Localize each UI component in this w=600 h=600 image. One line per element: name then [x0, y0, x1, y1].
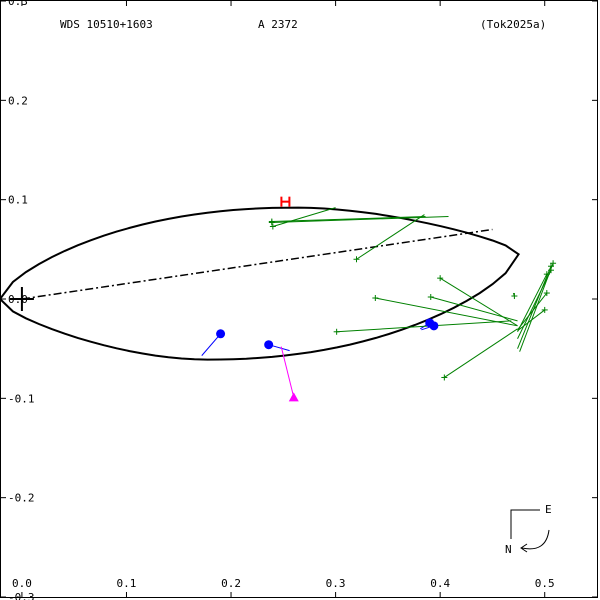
- micrometric-residual-line: [517, 273, 548, 333]
- y-tick-label: 0.1: [8, 194, 28, 207]
- y-tick-label: -0.3: [8, 591, 35, 600]
- gaia-connector: [280, 346, 295, 398]
- x-tick-label: 0.2: [221, 577, 241, 590]
- speckle-point: [216, 329, 226, 339]
- x-tick-label: 0.1: [117, 577, 137, 590]
- header-discoverer: A 2372: [258, 18, 298, 31]
- micrometric-residual-line: [519, 263, 554, 352]
- speckle-point: [429, 321, 439, 331]
- x-tick-label: 0.0: [12, 577, 32, 590]
- orbit-ellipse: [0, 206, 520, 361]
- micrometric-residual-line: [517, 269, 552, 339]
- header-reference: (Tok2025a): [480, 18, 546, 31]
- micrometric-residual-line: [356, 214, 425, 260]
- x-tick-label: 0.3: [326, 577, 346, 590]
- marker-layer: [216, 196, 557, 402]
- y-tick-label: 0.2: [8, 94, 28, 107]
- line-of-nodes: [21, 228, 493, 300]
- header-wds: WDS 10510+1603: [60, 18, 153, 31]
- compass-rose: E N: [505, 503, 552, 556]
- compass-arrow-head: [520, 543, 528, 553]
- micrometric-residual-line: [271, 216, 426, 223]
- compass-east-label: E: [545, 503, 552, 516]
- tick-labels: 0.0 0.1 0.2 0.3 0.4 0.5-0.3-0.2-0.10.00.10.20…: [8, 0, 555, 600]
- compass-axes: [510, 509, 540, 539]
- y-tick-label: 0.3: [8, 0, 28, 8]
- x-tick-label: 0.4: [430, 577, 450, 590]
- y-tick-label: -0.1: [8, 392, 35, 405]
- micrometric-residual-line: [336, 320, 512, 333]
- x-tick-label: 0.5: [535, 577, 555, 590]
- micrometric-residual-line: [439, 277, 518, 327]
- speckle-point: [264, 340, 274, 350]
- micrometric-residual-line: [271, 216, 449, 224]
- compass-north-label: N: [505, 543, 512, 556]
- compass-rotation-arrow: [521, 529, 550, 550]
- micrometric-residual-line: [517, 266, 552, 349]
- speckle-residual-line: [201, 333, 221, 356]
- micrometric-residual-line: [444, 328, 518, 378]
- y-tick-label: -0.2: [8, 492, 35, 505]
- micrometric-residual-line: [375, 297, 518, 327]
- residual-layer: [201, 207, 554, 398]
- orbit-layer: [0, 206, 520, 361]
- micrometric-residual-line: [272, 207, 336, 227]
- gaia-triangle: [288, 392, 299, 402]
